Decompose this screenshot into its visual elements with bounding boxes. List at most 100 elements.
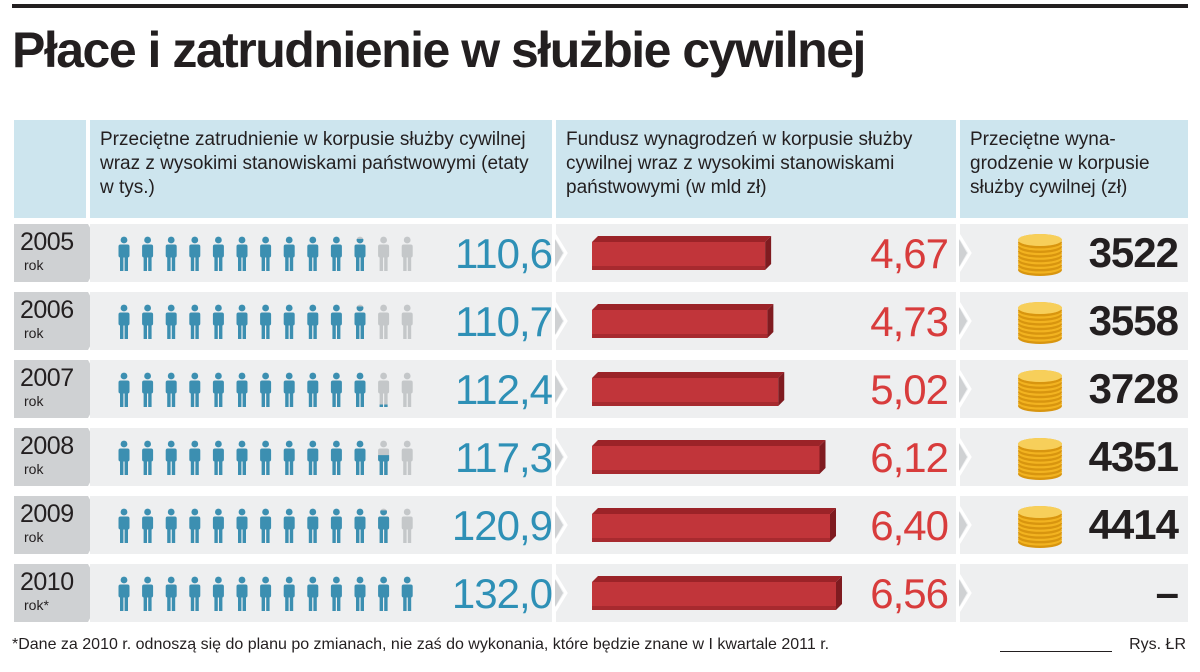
person-icon xyxy=(212,576,224,611)
year-value: 2010 xyxy=(20,568,74,596)
person-icon xyxy=(260,236,272,271)
salary-value: 4351 xyxy=(1088,433,1179,480)
employment-value: 132,0 xyxy=(451,570,553,617)
footnote: *Dane za 2010 r. odnoszą się do planu po… xyxy=(12,636,830,653)
person-icon xyxy=(260,576,272,611)
year-value: 2006 xyxy=(20,296,74,324)
table-row: 2010 rok* 132,0 6,56 – xyxy=(0,564,1200,622)
person-icon xyxy=(378,508,390,543)
person-icon xyxy=(401,372,413,407)
person-icon xyxy=(142,304,154,339)
chevron-right-icon xyxy=(958,506,972,544)
person-icon xyxy=(283,304,295,339)
chevron-right-icon xyxy=(554,302,568,340)
chevron-right-icon xyxy=(554,370,568,408)
year-label: 2005 rok xyxy=(14,224,104,282)
chevron-right-icon xyxy=(554,506,568,544)
chevron-right-icon xyxy=(554,234,568,272)
person-icon xyxy=(260,304,272,339)
salary-cell xyxy=(960,428,1188,486)
table-row: 2007 rok 112,4 5,02 3728 xyxy=(0,360,1200,418)
person-icon xyxy=(142,236,154,271)
person-icon xyxy=(307,304,319,339)
year-suffix: rok* xyxy=(24,597,49,613)
person-icon xyxy=(354,508,366,543)
person-icon xyxy=(142,576,154,611)
salary-cell xyxy=(960,292,1188,350)
fund-bar xyxy=(592,440,826,474)
salary-value: 3522 xyxy=(1088,229,1179,276)
person-icon xyxy=(354,372,366,407)
salary-value: 4414 xyxy=(1088,501,1179,548)
person-icon xyxy=(283,508,295,543)
year-label: 2007 rok xyxy=(14,360,104,418)
person-icon xyxy=(401,508,413,543)
people-pictogram xyxy=(118,576,413,611)
people-pictogram xyxy=(118,236,413,271)
person-icon xyxy=(378,372,390,407)
chevron-right-icon xyxy=(958,438,972,476)
salary-cell xyxy=(960,564,1188,622)
year-suffix: rok xyxy=(24,461,44,477)
person-icon xyxy=(330,236,342,271)
person-icon xyxy=(330,372,342,407)
person-icon xyxy=(212,508,224,543)
person-icon xyxy=(118,508,130,543)
year-value: 2008 xyxy=(20,432,74,460)
header-fund: Fundusz wynagrodzeń w korpusie służby cy… xyxy=(556,120,956,218)
person-icon xyxy=(401,236,413,271)
fund-value: 5,02 xyxy=(870,366,949,413)
year-label: 2009 rok xyxy=(14,496,104,554)
person-icon xyxy=(260,372,272,407)
salary-cell xyxy=(960,360,1188,418)
fund-bar xyxy=(592,304,774,338)
person-icon xyxy=(401,304,413,339)
fund-value: 6,56 xyxy=(870,570,949,617)
person-icon xyxy=(165,440,177,475)
credit: Rys. ŁR xyxy=(1129,636,1186,653)
person-icon xyxy=(189,576,201,611)
person-icon xyxy=(307,372,319,407)
footnote-rule xyxy=(1000,651,1112,652)
person-icon xyxy=(118,236,130,271)
employment-value: 110,7 xyxy=(455,298,553,345)
year-suffix: rok xyxy=(24,325,44,341)
person-icon xyxy=(189,508,201,543)
person-icon xyxy=(118,304,130,339)
table-row: 2006 rok 110,7 4,73 3558 xyxy=(0,292,1200,350)
person-icon xyxy=(378,304,390,339)
person-icon xyxy=(236,508,248,543)
person-icon xyxy=(212,236,224,271)
person-icon xyxy=(165,304,177,339)
person-icon xyxy=(378,440,390,475)
year-value: 2005 xyxy=(20,228,74,256)
person-icon xyxy=(378,236,390,271)
people-pictogram xyxy=(118,508,413,543)
person-icon xyxy=(189,236,201,271)
employment-value: 110,6 xyxy=(455,230,553,277)
year-label: 2010 rok* xyxy=(14,564,104,622)
person-icon xyxy=(330,576,342,611)
table-row: 2008 rok 117,3 6,12 4351 xyxy=(0,428,1200,486)
coin-stack-icon xyxy=(1018,234,1062,276)
people-pictogram xyxy=(118,304,413,339)
year-suffix: rok xyxy=(24,257,44,273)
person-icon xyxy=(118,372,130,407)
person-icon xyxy=(283,372,295,407)
person-icon xyxy=(165,372,177,407)
salary-value: 3728 xyxy=(1088,365,1179,412)
fund-value: 6,12 xyxy=(870,434,949,481)
person-icon xyxy=(307,440,319,475)
employment-value: 112,4 xyxy=(455,366,553,413)
year-value: 2007 xyxy=(20,364,74,392)
person-icon xyxy=(330,304,342,339)
person-icon xyxy=(142,372,154,407)
person-icon xyxy=(260,508,272,543)
year-suffix: rok xyxy=(24,529,44,545)
coin-stack-icon xyxy=(1018,438,1062,480)
salary-value: – xyxy=(1155,569,1179,616)
person-icon xyxy=(189,372,201,407)
person-icon xyxy=(260,440,272,475)
chevron-right-icon xyxy=(958,234,972,272)
coin-stack-icon xyxy=(1018,506,1062,548)
